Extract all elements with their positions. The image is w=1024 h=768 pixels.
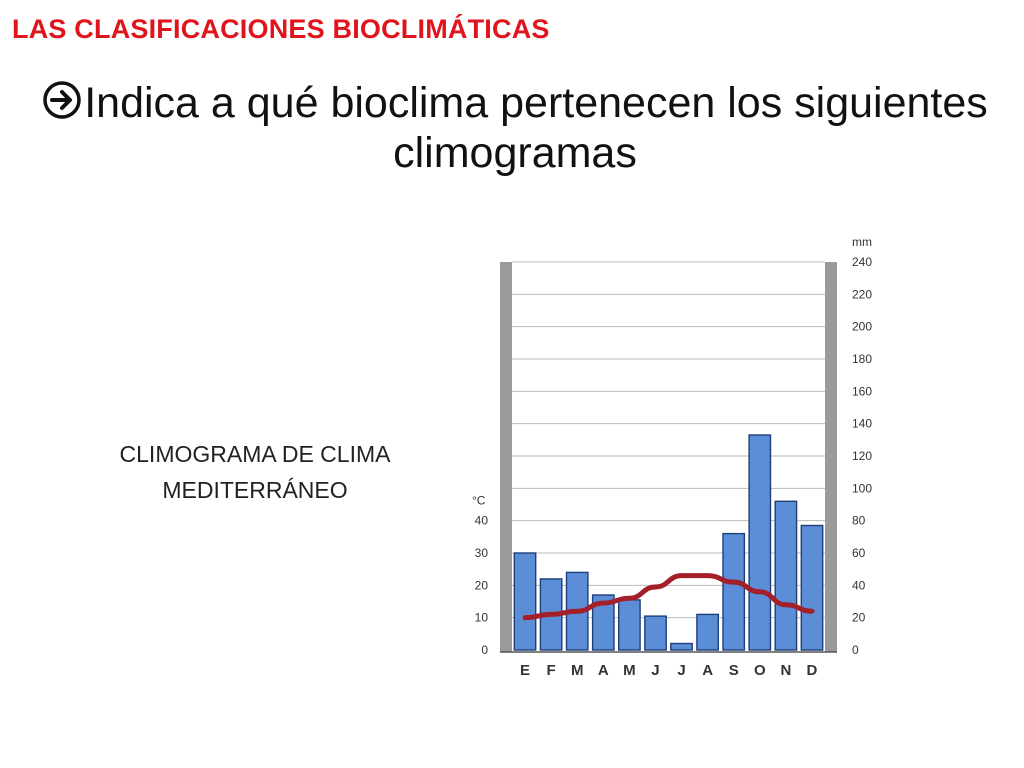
left-tick-label: 20 [475, 578, 489, 592]
caption-line-2: MEDITERRÁNEO [162, 477, 348, 503]
left-axis-unit: °C [472, 494, 486, 508]
month-label: N [780, 662, 791, 679]
right-tick-label: 240 [852, 255, 872, 269]
right-tick-label: 0 [852, 643, 859, 657]
right-tick-label: 80 [852, 514, 866, 528]
precip-bar [696, 613, 719, 651]
month-label: S [729, 662, 739, 679]
left-tick-label: 30 [475, 546, 489, 560]
precip-bar [644, 615, 667, 651]
slide-title: LAS CLASIFICACIONES BIOCLIMÁTICAS [12, 14, 550, 44]
question-label: Indica a qué bioclima pertenecen los sig… [84, 79, 988, 177]
month-label: E [520, 662, 530, 679]
precip-bar [591, 594, 615, 651]
left-tick-label: 0 [481, 643, 488, 657]
right-tick-label: 200 [852, 320, 872, 334]
month-label: M [623, 662, 636, 679]
precip-bar [748, 434, 772, 651]
right-axis-unit: mm [852, 235, 872, 249]
month-label: A [598, 662, 609, 679]
left-tick-label: 10 [475, 611, 489, 625]
caption-line-1: CLIMOGRAMA DE CLIMA [119, 441, 391, 467]
left-wall [500, 262, 512, 652]
month-label: O [754, 662, 766, 679]
right-tick-label: 100 [852, 481, 872, 495]
temperature-line [522, 573, 815, 621]
right-wall [825, 262, 837, 652]
right-tick-label: 160 [852, 384, 872, 398]
circled-right-arrow-icon [42, 78, 82, 128]
right-tick-label: 140 [852, 417, 872, 431]
precip-bar [617, 599, 641, 651]
precip-bar [800, 524, 824, 651]
month-label: J [651, 662, 659, 679]
right-tick-label: 20 [852, 611, 866, 625]
precip-bar [722, 532, 746, 651]
climograph-chart: °C 0 10 20 30 40 mm 0 20 40 60 80 100 120 140 160 180 20… [472, 235, 872, 679]
right-tick-label: 180 [852, 352, 872, 366]
right-tick-label: 40 [852, 578, 866, 592]
month-label: J [677, 662, 685, 679]
month-label: F [547, 662, 556, 679]
left-tick-label: 40 [475, 514, 489, 528]
question-text: Indica a qué bioclima pertenecen los sig… [20, 78, 1010, 178]
precip-bar [670, 642, 693, 651]
right-tick-label: 60 [852, 546, 866, 560]
month-label: M [571, 662, 584, 679]
precip-bar [774, 500, 798, 651]
month-label: A [702, 662, 713, 679]
right-tick-label: 220 [852, 287, 872, 301]
chart-caption: CLIMOGRAMA DE CLIMA MEDITERRÁNEO [60, 436, 450, 508]
precip-bar [513, 552, 537, 651]
month-label: D [807, 662, 818, 679]
right-tick-label: 120 [852, 449, 872, 463]
